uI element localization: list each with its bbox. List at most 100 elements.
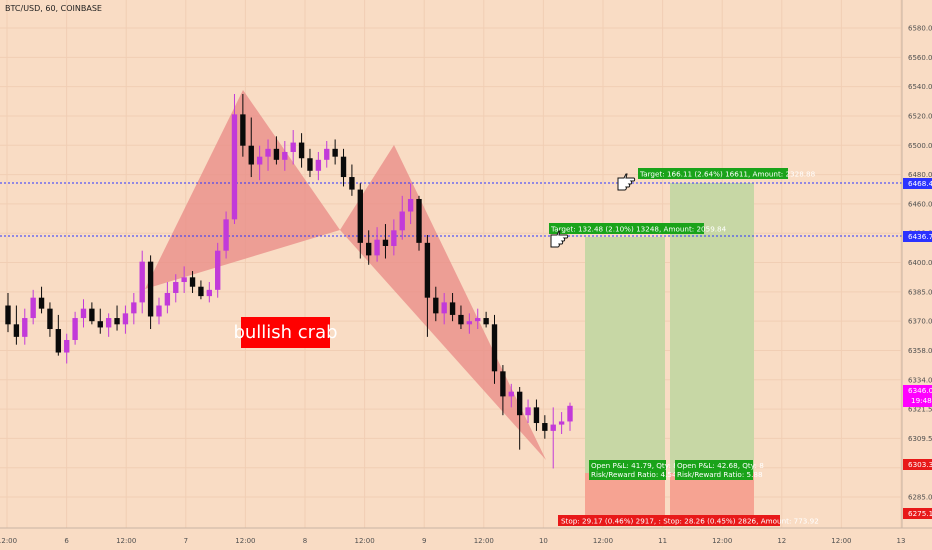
time-tick-label: 12:00 — [474, 537, 494, 545]
candle-body — [332, 148, 338, 157]
candle-body — [508, 391, 514, 397]
pnl-b-line2: Risk/Reward Ratio: 5.88 — [677, 470, 763, 479]
candle-body — [256, 156, 263, 165]
candle-body — [516, 391, 523, 416]
price-tick-label: 6334.00 — [908, 376, 932, 384]
price-tick-label: 6285.00 — [908, 494, 932, 502]
level-low-price: 6436.75 — [908, 232, 932, 241]
candle-body — [307, 158, 313, 171]
candle-body — [525, 407, 531, 416]
candle-body — [231, 114, 238, 220]
candle-body — [273, 148, 280, 160]
price-tick-label: 6370.00 — [908, 318, 932, 326]
candle-body — [399, 211, 405, 231]
time-tick-label: 13 — [897, 537, 906, 545]
candle-body — [80, 308, 87, 319]
price-tick-label: 6560.00 — [908, 54, 932, 62]
candle-body — [542, 423, 548, 431]
stop-a-price: 6303.38 — [908, 460, 932, 469]
time-tick-label: 7 — [184, 537, 188, 545]
stop-b-tag — [903, 508, 932, 519]
time-tick-label: 11 — [658, 537, 667, 545]
time-tick-label: 12 — [777, 537, 786, 545]
candle-body — [22, 318, 28, 337]
price-tick-label: 6480.00 — [908, 171, 932, 179]
time-axis[interactable]: 12:00 6 12:00 7 12:00 8 12:00 9 12:00 10 12:00 11 12… — [0, 537, 905, 545]
price-tick-label: 6321.50 — [908, 406, 932, 414]
candle-body — [340, 156, 347, 178]
candle-countdown: 19:48 — [911, 396, 932, 405]
candle-body — [282, 151, 288, 160]
candle-body — [500, 371, 506, 397]
time-tick-label: 12:00 — [0, 537, 17, 545]
pnl-a-line1: Open P&L: 41.79, Qty: 8 — [591, 461, 678, 470]
crab-leg-xab — [145, 90, 340, 289]
stop-zone-b — [670, 473, 754, 523]
time-tick-label: 10 — [539, 537, 548, 545]
stop-a-tag — [903, 459, 932, 470]
candle-body — [290, 142, 296, 152]
pointing-hand-icon — [550, 230, 569, 248]
chart-symbol-title: BTC/USD, 60, COINBASE — [5, 4, 102, 13]
candle-body — [47, 308, 53, 330]
level-high-tag — [903, 178, 932, 189]
stop-label: Stop: 29.17 (0.46%) 2917, : Stop: 28.26 … — [561, 517, 819, 526]
target-zone-a — [585, 237, 665, 473]
candle-body — [265, 148, 271, 157]
candle-body — [198, 286, 204, 297]
candle-body — [30, 297, 36, 319]
candle-body — [64, 339, 70, 353]
candle-body — [391, 230, 397, 246]
candle-body — [374, 239, 380, 256]
pnl-b-line1: Open P&L: 42.68, Qty: 8 — [677, 461, 764, 470]
candle-body — [122, 313, 129, 325]
candle-body — [424, 242, 431, 298]
candle-body — [38, 297, 45, 309]
price-tick-label: 6309.50 — [908, 435, 932, 443]
time-tick-label: 6 — [64, 537, 69, 545]
target-b-box — [638, 168, 788, 179]
candle-body — [298, 142, 305, 159]
position-zones — [585, 183, 754, 523]
price-tick-label: 6500.00 — [908, 142, 932, 150]
candle-body — [324, 148, 330, 160]
target-a-label: Target: 132.48 (2.10%) 13248, Amount: 20… — [550, 225, 727, 234]
candle-body — [366, 242, 372, 256]
candle-body — [533, 407, 540, 424]
level-low-tag — [903, 231, 932, 242]
stop-b-price: 6275.12 — [908, 509, 932, 518]
price-tick-label: 6385.00 — [908, 288, 932, 296]
candle-body — [189, 277, 196, 287]
candle-body — [491, 324, 498, 372]
candle-body — [433, 297, 439, 314]
time-tick-label: 12:00 — [355, 537, 375, 545]
pattern-label: bullish crab — [233, 322, 337, 343]
candle-body — [550, 424, 556, 431]
candle-body — [156, 305, 162, 317]
time-tick-label: 8 — [303, 537, 307, 545]
time-tick-label: 12:00 — [116, 537, 136, 545]
price-tick-label: 6520.00 — [908, 112, 932, 120]
candle-body — [407, 198, 414, 212]
candle-body — [567, 405, 573, 422]
candle-body — [181, 277, 187, 283]
candle-body — [458, 314, 464, 325]
candle-body — [449, 302, 456, 315]
target-b-label: Target: 166.11 (2.64%) 16611, Amount: 23… — [639, 170, 816, 179]
last-price-tag — [903, 385, 932, 407]
pnl-a-line2: Risk/Reward Ratio: 4.54 — [591, 470, 677, 479]
candle-body — [173, 282, 179, 293]
time-tick-label: 9 — [422, 537, 426, 545]
candle-body — [416, 198, 422, 243]
candle-body — [114, 318, 120, 325]
candle-body — [349, 177, 355, 190]
stop-zone-a — [585, 473, 665, 523]
time-tick-label: 12:00 — [831, 537, 851, 545]
price-tick-label: 6580.00 — [908, 25, 932, 33]
price-tick-label: 6540.00 — [908, 83, 932, 91]
candle-body — [131, 302, 137, 314]
candle-body — [55, 329, 62, 353]
candle-body — [105, 318, 112, 328]
pattern-label-box — [241, 317, 330, 348]
